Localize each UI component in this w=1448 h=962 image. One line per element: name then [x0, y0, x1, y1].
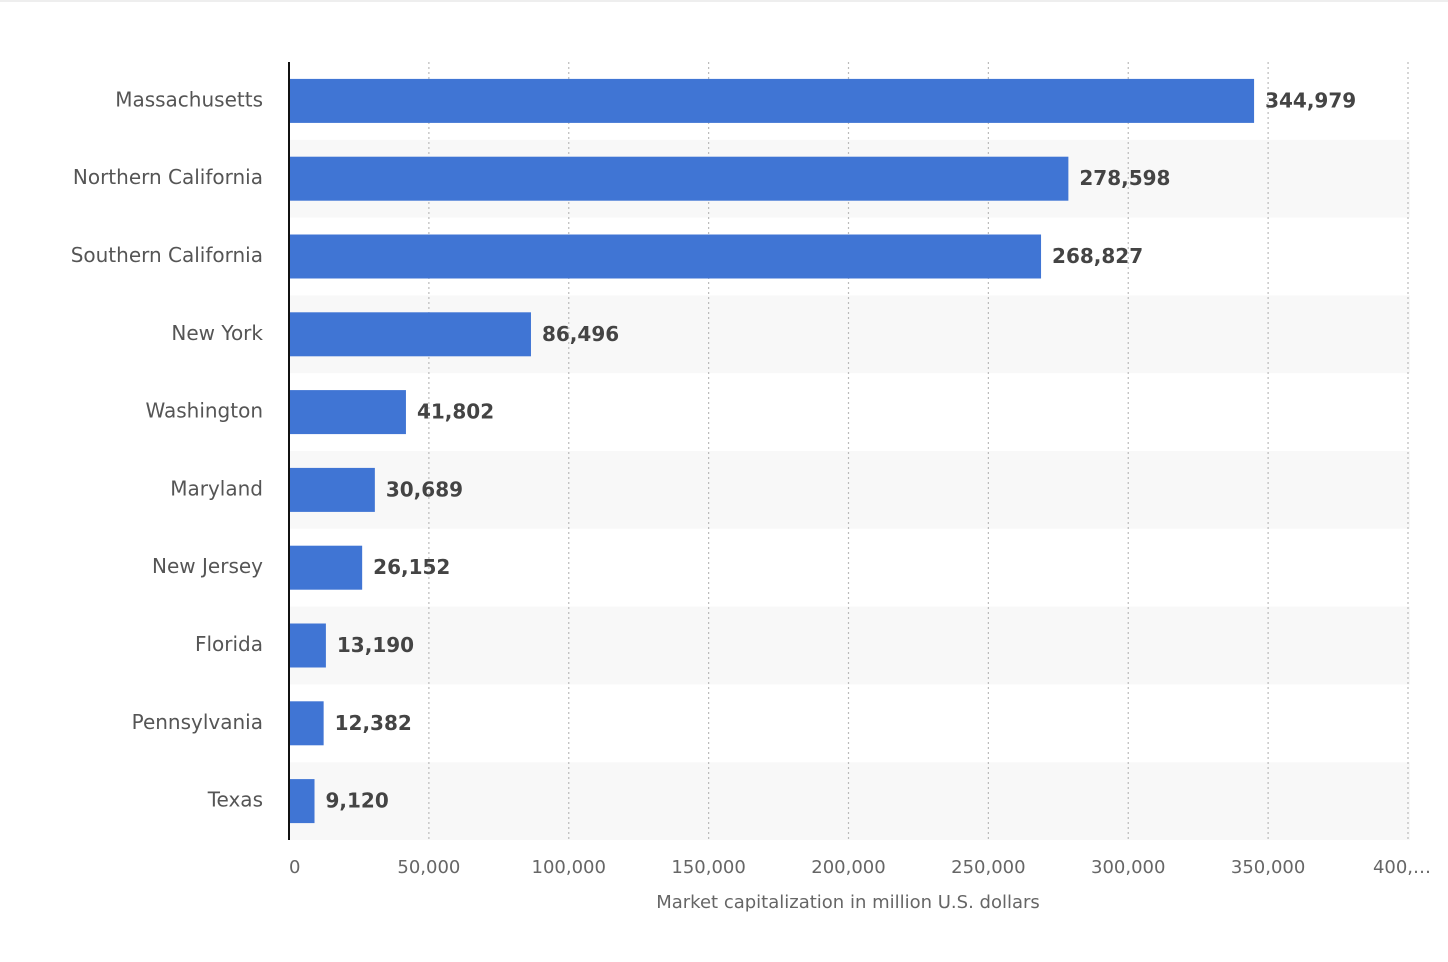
bars — [289, 78, 1255, 824]
value-label: 278,598 — [1079, 166, 1170, 190]
x-tick-label: 200,000 — [811, 857, 885, 878]
x-tick-label: 50,000 — [397, 857, 460, 878]
value-label: 9,120 — [326, 789, 389, 813]
y-tick-label: New Jersey — [152, 554, 263, 578]
value-label: 268,827 — [1052, 244, 1143, 268]
bar — [289, 779, 315, 824]
bar — [289, 390, 406, 435]
y-tick-label: Northern California — [73, 165, 263, 189]
bar — [289, 312, 531, 357]
value-label: 12,382 — [335, 711, 412, 735]
y-tick-label: Texas — [207, 788, 263, 812]
x-tick-label: 150,000 — [671, 857, 745, 878]
y-tick-label: Maryland — [170, 476, 263, 500]
row-stripe — [289, 451, 1410, 529]
bar — [289, 545, 363, 590]
y-tick-label: Massachusetts — [115, 87, 263, 111]
x-axis-title: Market capitalization in million U.S. do… — [656, 892, 1040, 913]
x-tick-label: 100,000 — [532, 857, 606, 878]
bar — [289, 156, 1069, 201]
bar — [289, 78, 1255, 123]
row-stripe — [289, 606, 1410, 685]
y-tick-label: Florida — [195, 632, 263, 656]
value-label: 86,496 — [542, 322, 619, 346]
bar — [289, 467, 375, 512]
value-label: 344,979 — [1265, 88, 1356, 112]
x-tick-label: 350,000 — [1231, 857, 1305, 878]
bar — [289, 623, 326, 668]
y-tick-label: Pennsylvania — [132, 710, 263, 734]
row-stripe — [289, 762, 1410, 840]
value-label: 30,689 — [386, 477, 463, 501]
bar — [289, 234, 1042, 279]
y-tick-label: New York — [171, 321, 263, 345]
bar — [289, 701, 324, 746]
stripes — [289, 139, 1410, 840]
value-label: 41,802 — [417, 400, 494, 424]
value-label: 26,152 — [373, 555, 450, 579]
x-tick-label: 400,… — [1373, 857, 1431, 878]
y-tick-label: Washington — [145, 399, 263, 423]
x-tick-label: 250,000 — [951, 857, 1025, 878]
x-tick-label: 300,000 — [1091, 857, 1165, 878]
x-tick-label: 0 — [289, 857, 300, 878]
value-label: 13,190 — [337, 633, 414, 657]
y-tick-label: Southern California — [71, 243, 263, 267]
